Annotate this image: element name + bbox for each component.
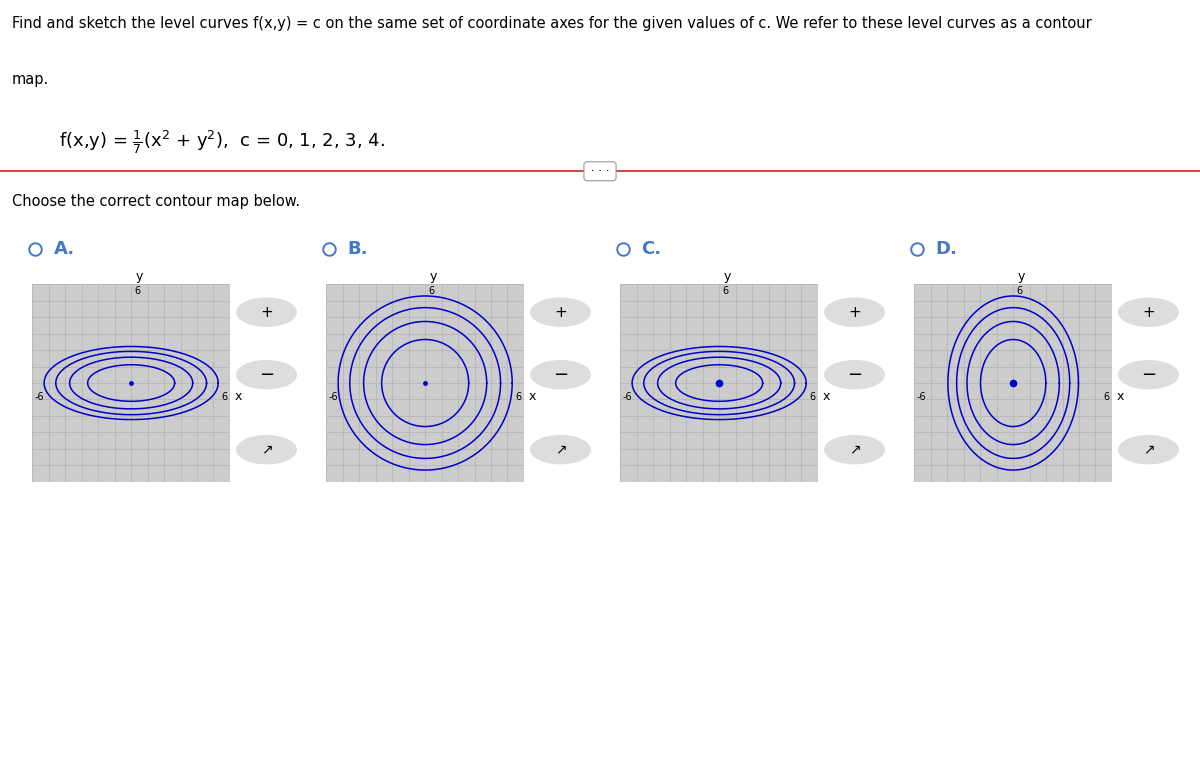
Circle shape: [1118, 361, 1178, 389]
Circle shape: [1118, 436, 1178, 464]
Circle shape: [1118, 298, 1178, 326]
Text: +: +: [1142, 305, 1154, 320]
Circle shape: [236, 361, 296, 389]
Text: 6: 6: [1103, 392, 1109, 402]
Text: ↗: ↗: [260, 443, 272, 457]
Text: +: +: [554, 305, 566, 320]
Text: y: y: [430, 270, 437, 282]
Circle shape: [236, 298, 296, 326]
Circle shape: [530, 298, 590, 326]
Circle shape: [824, 361, 884, 389]
Text: map.: map.: [12, 72, 49, 87]
Text: y: y: [1018, 270, 1025, 282]
Text: y: y: [724, 270, 731, 282]
Text: 6: 6: [1016, 286, 1022, 296]
Text: B.: B.: [348, 240, 368, 258]
Text: · · ·: · · ·: [587, 165, 613, 178]
Circle shape: [824, 436, 884, 464]
Text: 6: 6: [722, 286, 728, 296]
Text: ↗: ↗: [1142, 443, 1154, 457]
Text: D.: D.: [936, 240, 958, 258]
Text: x: x: [234, 390, 241, 404]
Text: -6: -6: [623, 392, 632, 402]
Text: −: −: [259, 366, 274, 384]
Text: −: −: [847, 366, 862, 384]
Text: f(x,y) = $\frac{1}{7}$(x$^2$ + y$^2$),  c = 0, 1, 2, 3, 4.: f(x,y) = $\frac{1}{7}$(x$^2$ + y$^2$), c…: [59, 128, 385, 156]
Text: 6: 6: [221, 392, 227, 402]
Text: −: −: [1141, 366, 1156, 384]
Text: −: −: [553, 366, 568, 384]
Text: Choose the correct contour map below.: Choose the correct contour map below.: [12, 194, 300, 209]
Text: -6: -6: [917, 392, 926, 402]
Text: C.: C.: [642, 240, 661, 258]
Text: ↗: ↗: [848, 443, 860, 457]
Text: +: +: [260, 305, 272, 320]
Text: Find and sketch the level curves f(x,y) = c on the same set of coordinate axes f: Find and sketch the level curves f(x,y) …: [12, 16, 1092, 30]
Circle shape: [824, 298, 884, 326]
Text: -6: -6: [35, 392, 44, 402]
Text: x: x: [822, 390, 829, 404]
Circle shape: [236, 436, 296, 464]
Text: x: x: [528, 390, 535, 404]
Text: 6: 6: [809, 392, 815, 402]
Text: 6: 6: [134, 286, 140, 296]
Text: A.: A.: [54, 240, 74, 258]
Text: ↗: ↗: [554, 443, 566, 457]
Circle shape: [530, 436, 590, 464]
Circle shape: [530, 361, 590, 389]
Text: y: y: [136, 270, 143, 282]
Text: 6: 6: [428, 286, 434, 296]
Text: x: x: [1116, 390, 1123, 404]
Text: -6: -6: [329, 392, 338, 402]
Text: 6: 6: [515, 392, 521, 402]
Text: +: +: [848, 305, 860, 320]
